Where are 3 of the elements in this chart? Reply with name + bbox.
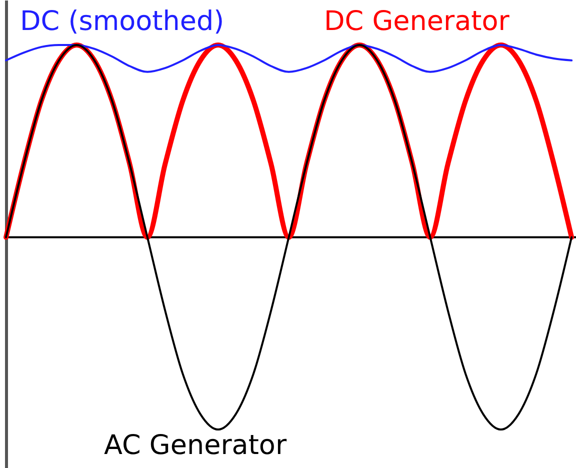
series-label: DC (smoothed): [20, 6, 224, 37]
series-label: DC Generator: [324, 6, 510, 37]
series-label: AC Generator: [104, 430, 288, 461]
